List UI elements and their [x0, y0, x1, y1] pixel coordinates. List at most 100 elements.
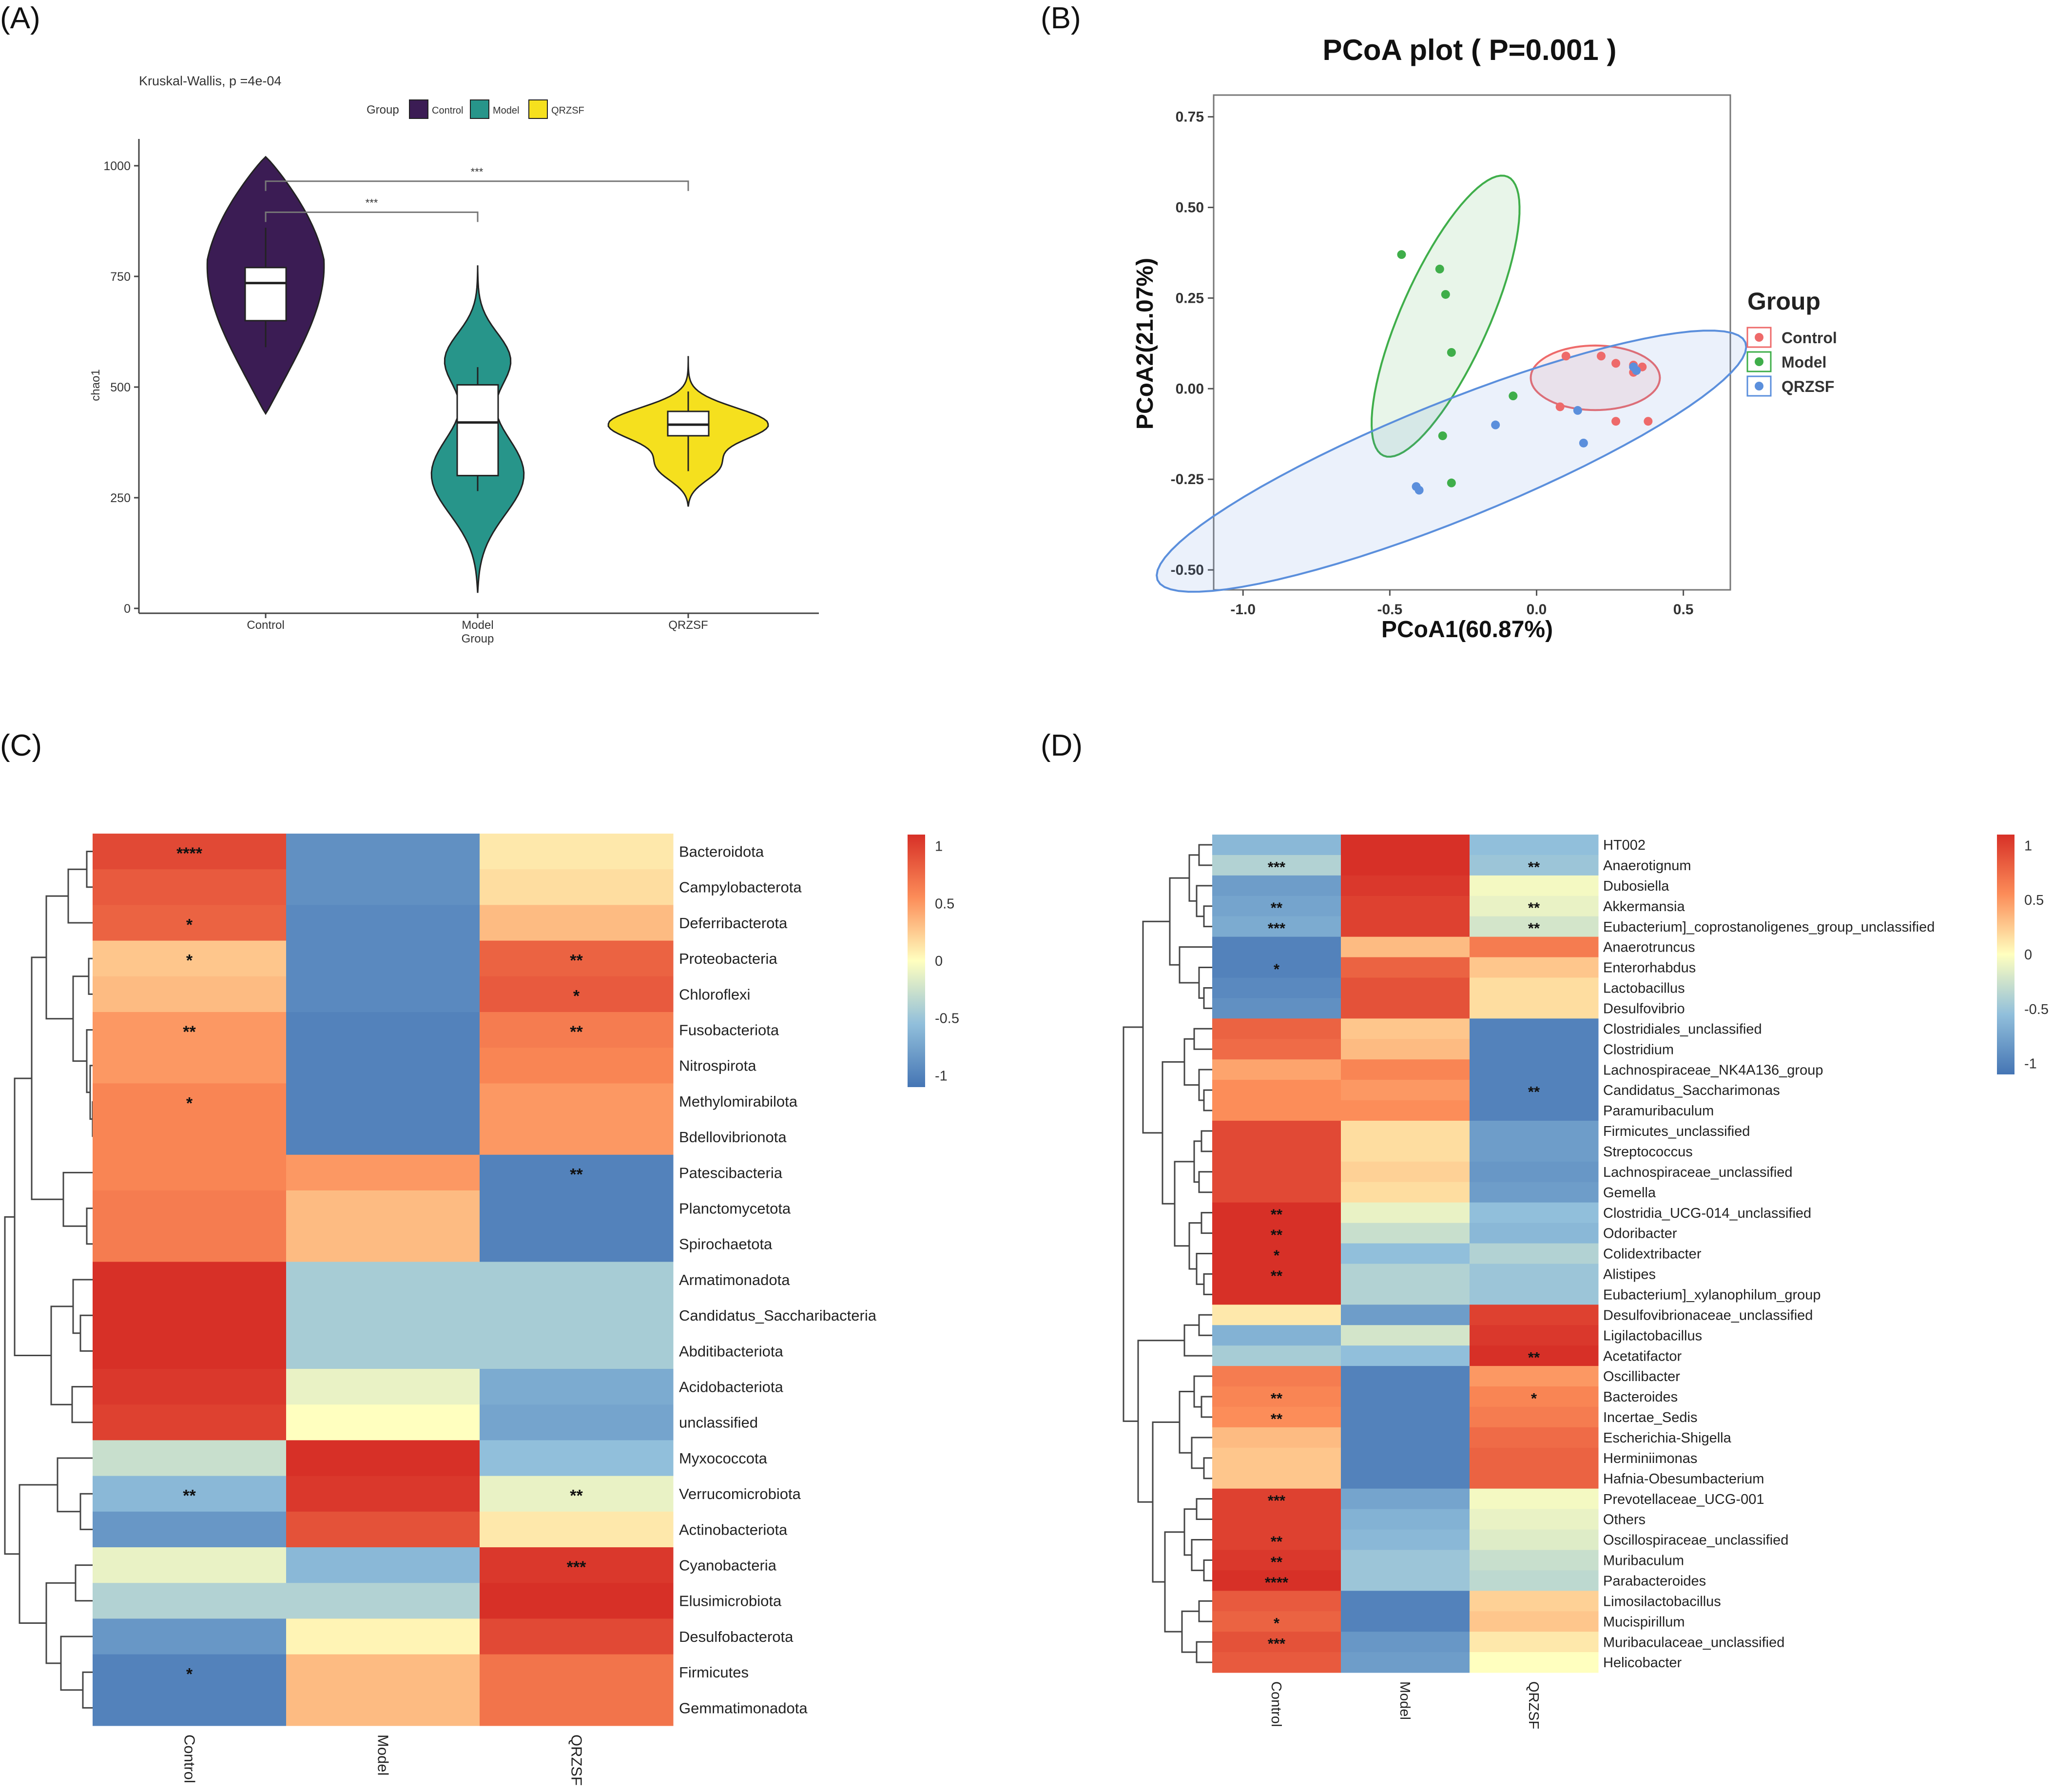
heatmap-cell: [1470, 1141, 1599, 1162]
pcoa-y-tick-label: -0.25: [1171, 471, 1204, 487]
significance-stars: ***: [1268, 858, 1286, 876]
significance-stars: ***: [1268, 1635, 1286, 1652]
heatmap-cell: [286, 1547, 480, 1583]
heatmap-row-label: Muribaculaceae_unclassified: [1603, 1635, 1784, 1650]
dendrogram-link: [1198, 1069, 1212, 1101]
dendrogram-link: [1203, 1089, 1212, 1111]
pcoa-point-model: [1447, 478, 1456, 487]
dendrogram-link: [79, 1493, 93, 1530]
pcoa-point-control: [1561, 351, 1570, 361]
heatmap-cell: [93, 1083, 287, 1120]
heatmap-cell: [1212, 1447, 1341, 1469]
heatmap-column-label: Control: [181, 1734, 198, 1783]
pcoa-y-tick-label: 0.00: [1176, 381, 1204, 397]
heatmap-cell: [93, 1012, 287, 1048]
dendrogram-link: [1198, 967, 1212, 999]
colorbar-tick-label: 1: [935, 839, 943, 855]
pcoa-y-tick-label: 0.75: [1176, 109, 1204, 125]
pcoa-x-tick-label: -1.0: [1230, 602, 1256, 618]
heatmap-cell: [1341, 977, 1470, 998]
legend-label-model: Model: [493, 105, 519, 116]
pcoa-plot-area: -1.0 -0.5 0.0 0.5 -0.50 -0.25 0.00 0.25 0.50 0.75: [1156, 109, 1747, 618]
dendrogram-link: [86, 851, 93, 888]
significance-stars: **: [1271, 1553, 1283, 1570]
heatmap-cell: [480, 1262, 674, 1298]
heatmap-cell: [1341, 1018, 1470, 1039]
pcoa-x-tick-label: -0.5: [1377, 602, 1403, 618]
heatmap-cell: [93, 1190, 287, 1227]
violin-plot-area: 0 250 500 750 1000 Control Model QRZSF *** ***: [103, 156, 769, 632]
heatmap-cell: [286, 1262, 480, 1298]
heatmap-cell: [1212, 1305, 1341, 1325]
heatmap-cell: [1212, 1550, 1341, 1571]
heatmap-column-label: Model: [375, 1734, 392, 1775]
heatmap-cell: [1470, 1264, 1599, 1285]
heatmap-cell: [1341, 998, 1470, 1019]
pcoa-legend: Control Model QRZSF: [1746, 327, 1837, 397]
heatmap-row-label: Oscillospiraceae_unclassified: [1603, 1533, 1788, 1548]
heatmap-cell: [1341, 936, 1470, 958]
heatmap-row-label: Lachnospiraceae_unclassified: [1603, 1165, 1793, 1180]
heatmap-cell: [286, 1226, 480, 1262]
heatmap-cell: [480, 1690, 674, 1726]
heatmap-row-label: Armatimonadota: [679, 1271, 790, 1288]
heatmap-cell: [1470, 1591, 1599, 1612]
heatmap-cell: [1470, 1243, 1599, 1264]
significance-stars: **: [1528, 920, 1540, 937]
heatmap-column-label: QRZSF: [1526, 1681, 1541, 1729]
heatmap-row-label: Deferribacterota: [679, 915, 788, 932]
heatmap-cell: [1470, 916, 1599, 937]
heatmap-cell: [1212, 1406, 1341, 1428]
pcoa-point-model: [1397, 250, 1406, 259]
significance-stars: **: [1528, 858, 1540, 876]
heatmap-cell: [1341, 1141, 1470, 1162]
violin-legend: Control Model QRZSF: [409, 99, 584, 119]
dendrogram-link: [1142, 920, 1170, 1134]
legend-label-qrzsf: QRZSF: [551, 105, 584, 116]
heatmap-cell: [1470, 835, 1599, 856]
significance-stars: *: [573, 987, 580, 1006]
heatmap-cell: [1212, 1652, 1341, 1673]
dendrogram-link: [88, 957, 93, 995]
heatmap-cell: [1212, 1039, 1341, 1060]
heatmap-cell: [93, 1547, 287, 1583]
heatmap-cell: [93, 976, 287, 1013]
heatmap-cell: [480, 1511, 674, 1548]
heatmap-cell: [480, 1440, 674, 1477]
heatmap-row-label: Acidobacteriota: [679, 1378, 783, 1395]
heatmap-cell: [480, 1333, 674, 1369]
pcoa-point-qrzsf: [1491, 420, 1500, 429]
heatmap-cell: [1212, 1345, 1341, 1366]
dendrogram-link: [1188, 1222, 1201, 1270]
heatmap-cell: [1212, 1509, 1341, 1530]
violin-y-tick-label: 500: [110, 381, 131, 394]
heatmap-row-label: Muribaculum: [1603, 1553, 1684, 1569]
heatmap-cell: [1470, 1039, 1599, 1060]
dendrogram-link: [71, 1386, 93, 1423]
heatmap-cell: [480, 1654, 674, 1691]
heatmap-cell: [93, 1404, 287, 1441]
heatmap-cell: [1341, 1406, 1470, 1428]
heatmap-cell: [93, 1511, 287, 1548]
dendrogram-link: [62, 1171, 93, 1227]
violin-subtitle: Kruskal-Wallis, p =4e-04: [139, 74, 281, 88]
heatmap-cell: [1341, 875, 1470, 896]
pcoa-ellipse-qrzsf: [1156, 330, 1747, 593]
heatmap-cell: [1212, 855, 1341, 876]
significance-stars: **: [1271, 899, 1283, 916]
violin-axes: [138, 139, 819, 614]
dendrogram-link: [1203, 1273, 1212, 1295]
significance-stars: *: [186, 1665, 193, 1684]
pcoa-point-model: [1509, 391, 1518, 401]
heatmap-row-label: Eubacterium]_coprostanoligenes_group_unc…: [1603, 919, 1935, 935]
heatmap-cell: [93, 834, 287, 870]
heatmap-cell: [286, 1404, 480, 1441]
heatmap-cell: [1470, 1120, 1599, 1142]
heatmap-cell: [1470, 1182, 1599, 1203]
dendrogram-link: [45, 895, 73, 1020]
heatmap-cell: [286, 905, 480, 941]
heatmap-cell: [1212, 1488, 1341, 1510]
heatmap-cell: [1212, 1182, 1341, 1203]
significance-label: ***: [366, 196, 378, 209]
heatmap-column-label: Control: [1268, 1681, 1284, 1727]
